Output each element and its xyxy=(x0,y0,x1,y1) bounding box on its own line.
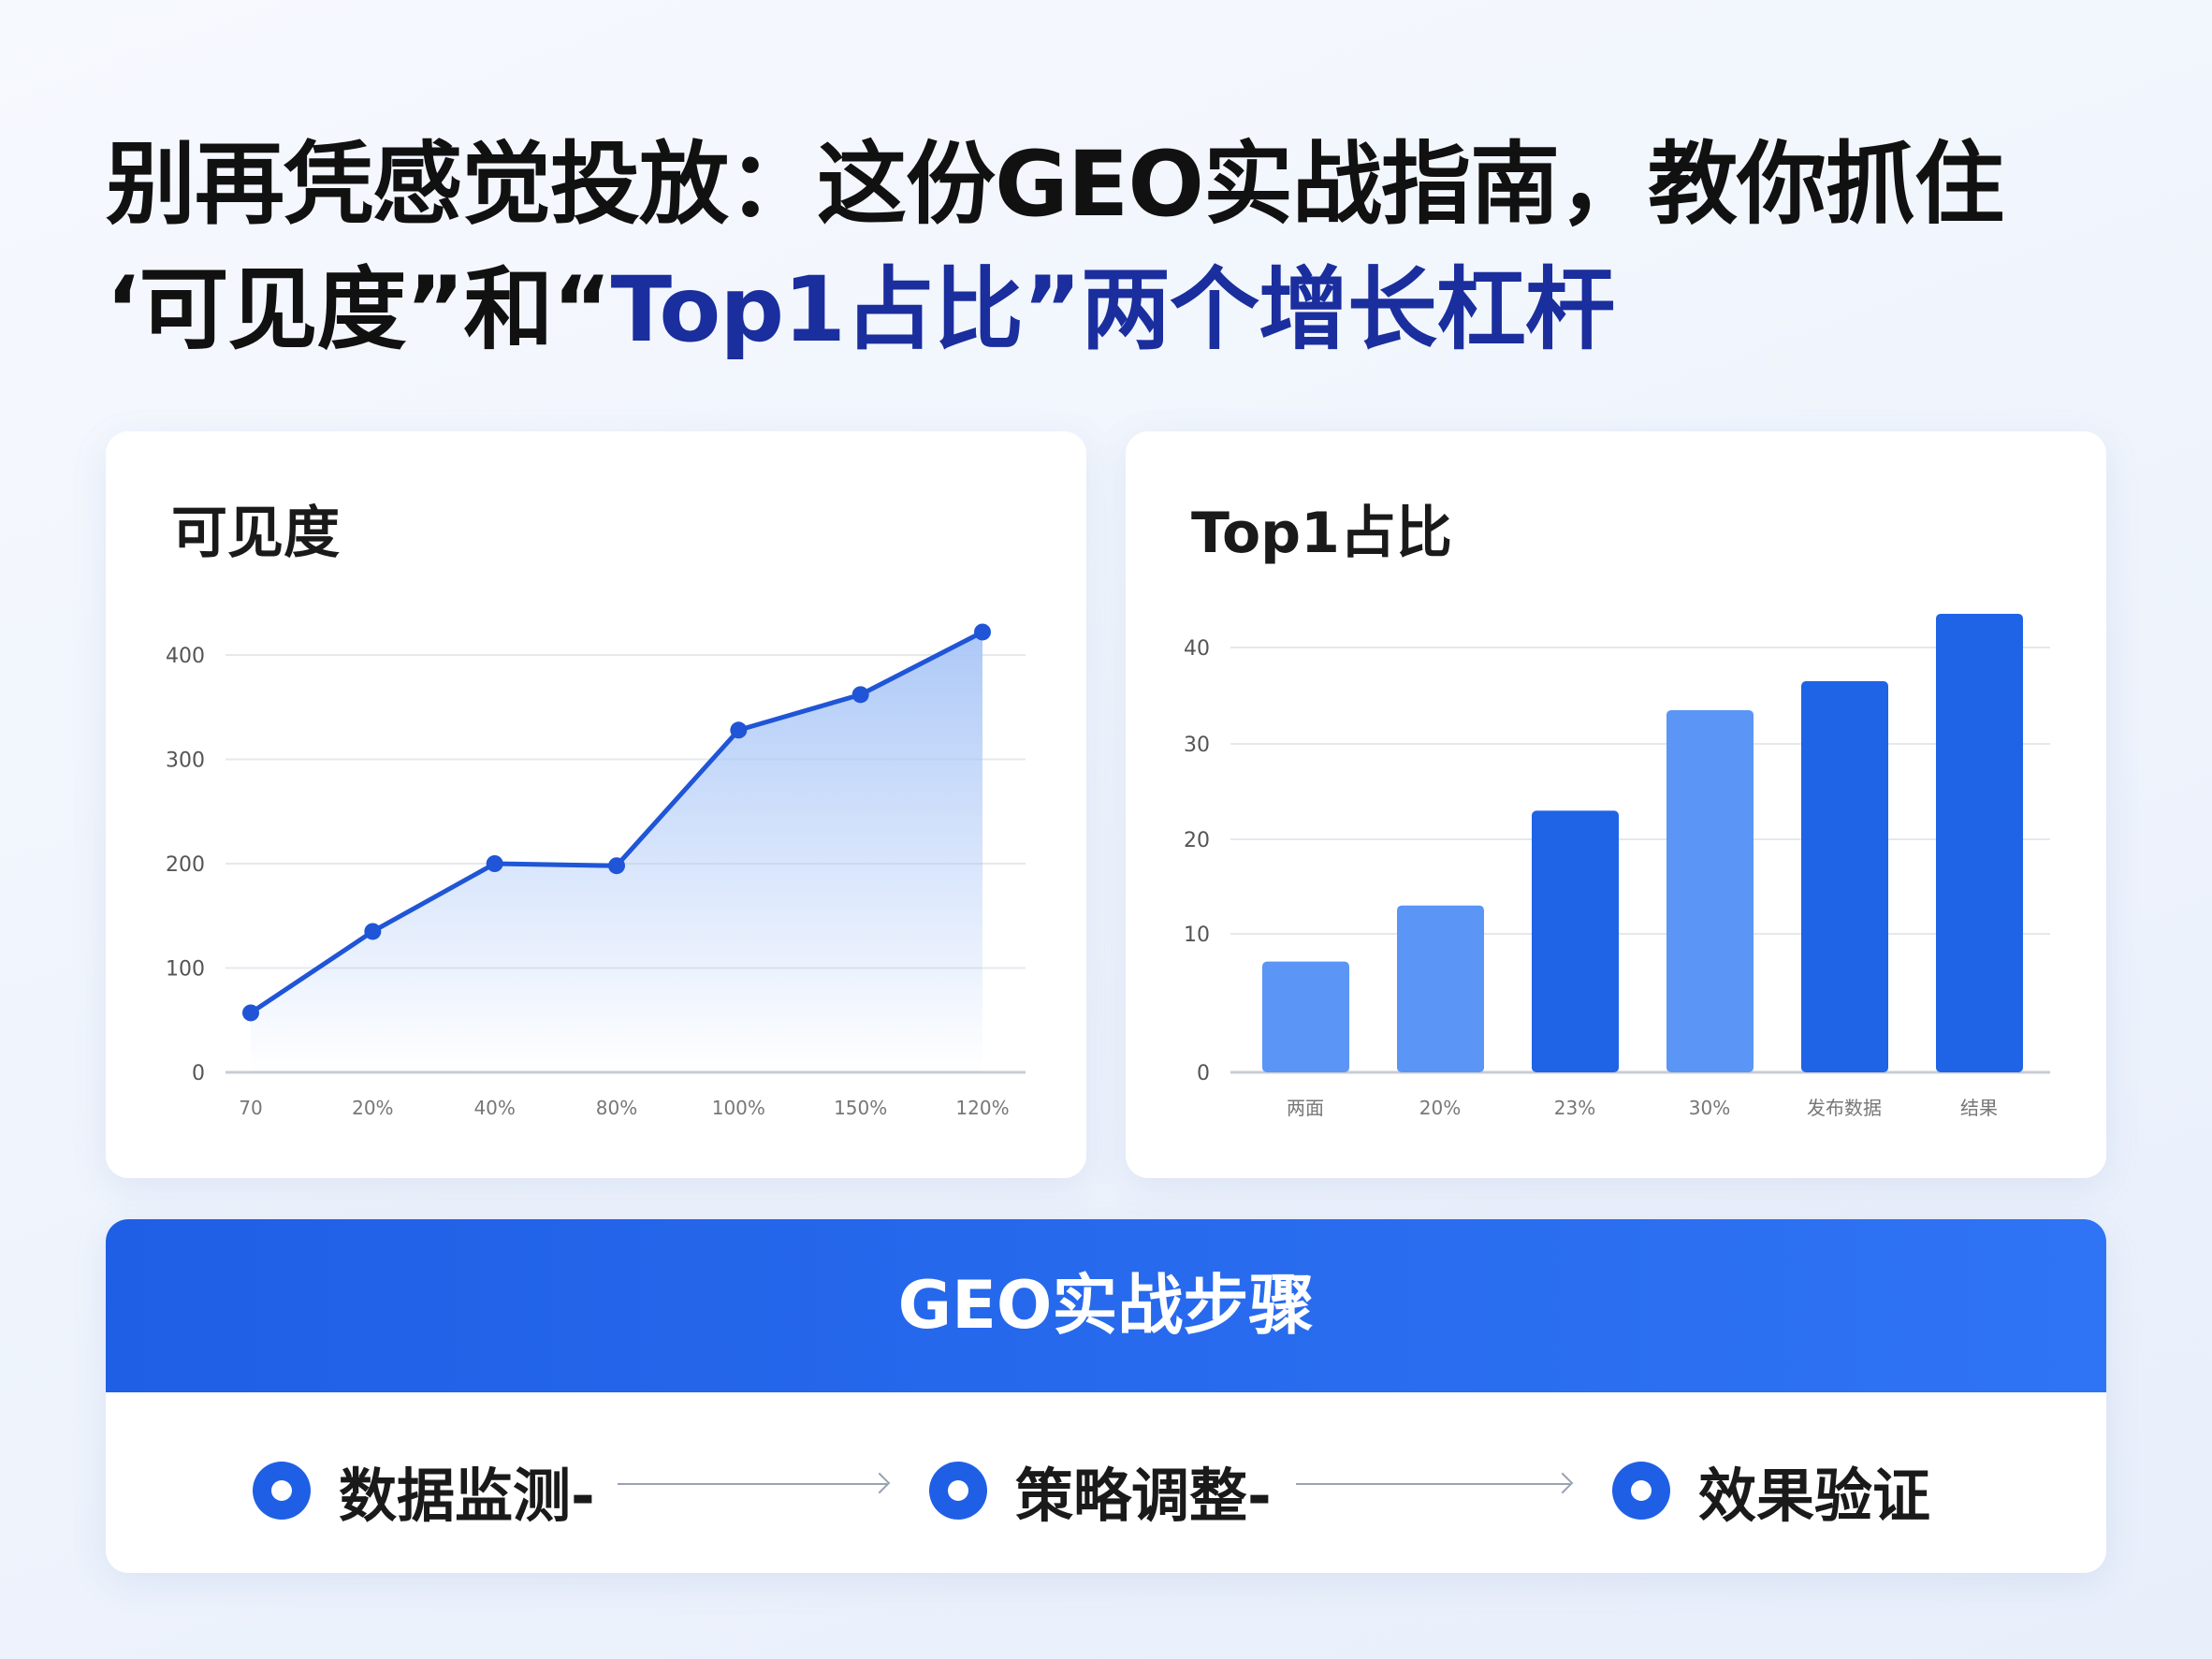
area-fill xyxy=(251,632,982,1072)
x-tick-label: 70 xyxy=(239,1097,262,1119)
top1-bar-chart: 0 10 20 30 40 两面 20% 23% 30% 发布数据 结果 xyxy=(1184,613,2050,1119)
x-tick-label: 结果 xyxy=(1960,1097,1998,1119)
data-point xyxy=(730,721,748,739)
y-tick-label: 10 xyxy=(1184,924,1210,947)
data-point xyxy=(364,923,382,940)
x-tick-label: 20% xyxy=(352,1097,393,1119)
bar xyxy=(1532,810,1619,1072)
top1-chart-card: Top1占比 0 10 20 30 40 两面 20% 23% 30% 发布数据 结果 xyxy=(1126,431,2106,1178)
bar xyxy=(1801,681,1888,1072)
y-tick-label: 30 xyxy=(1184,734,1210,757)
y-tick-label: 100 xyxy=(166,958,205,982)
x-tick-label: 80% xyxy=(596,1097,637,1119)
steps-panel: GEO实战步骤 数据监测- 策略调整- 效果验证 xyxy=(106,1219,2106,1573)
data-point xyxy=(851,686,869,704)
step-dot-icon xyxy=(929,1462,987,1520)
data-point xyxy=(974,623,991,641)
step-dot-icon xyxy=(1612,1462,1670,1520)
step-3: 效果验证 xyxy=(1612,1448,1930,1533)
arrow-right-icon xyxy=(618,1483,887,1485)
y-tick-label: 0 xyxy=(1197,1062,1210,1085)
bar xyxy=(1397,905,1484,1072)
y-tick-label: 400 xyxy=(166,645,205,668)
x-tick-label: 150% xyxy=(834,1097,887,1119)
y-tick-label: 40 xyxy=(1184,637,1210,661)
x-tick-label: 20% xyxy=(1419,1097,1461,1119)
y-tick-label: 20 xyxy=(1184,829,1210,852)
visibility-line-chart: 0 100 200 300 400 70 20% 40% 80% 100% 150% 120% xyxy=(166,623,1026,1119)
x-tick-label: 100% xyxy=(712,1097,765,1119)
x-tick-label: 发布数据 xyxy=(1807,1097,1882,1119)
y-tick-label: 0 xyxy=(192,1062,205,1085)
step-dot-icon xyxy=(253,1462,311,1520)
x-tick-label: 30% xyxy=(1689,1097,1730,1119)
x-tick-label: 120% xyxy=(955,1097,1009,1119)
steps-header: GEO实战步骤 xyxy=(106,1219,2106,1392)
step-1: 数据监测- xyxy=(253,1448,595,1533)
page-title: 别再凭感觉投放：这份GEO实战指南，教你抓住 ‘可见度”和“Top1占比”两个增… xyxy=(106,132,2004,362)
x-tick-label: 两面 xyxy=(1287,1097,1324,1119)
bar xyxy=(1936,613,2023,1072)
chart-title: 可见度 xyxy=(171,501,340,566)
bar xyxy=(1666,709,1754,1072)
data-point xyxy=(608,857,625,875)
y-tick-label: 200 xyxy=(166,853,205,877)
y-tick-label: 300 xyxy=(166,749,205,773)
data-point xyxy=(486,855,503,872)
step-2: 策略调整- xyxy=(929,1448,1272,1533)
data-point xyxy=(242,1004,259,1022)
x-tick-label: 40% xyxy=(473,1097,515,1119)
chart-title: Top1占比 xyxy=(1191,501,1452,566)
bar xyxy=(1262,961,1349,1072)
arrow-right-icon xyxy=(1296,1483,1570,1485)
visibility-chart-card: 可见度 0 100 200 300 400 70 20% 40% 80% 100% 150% 120% xyxy=(106,431,1086,1178)
x-tick-label: 23% xyxy=(1554,1097,1595,1119)
